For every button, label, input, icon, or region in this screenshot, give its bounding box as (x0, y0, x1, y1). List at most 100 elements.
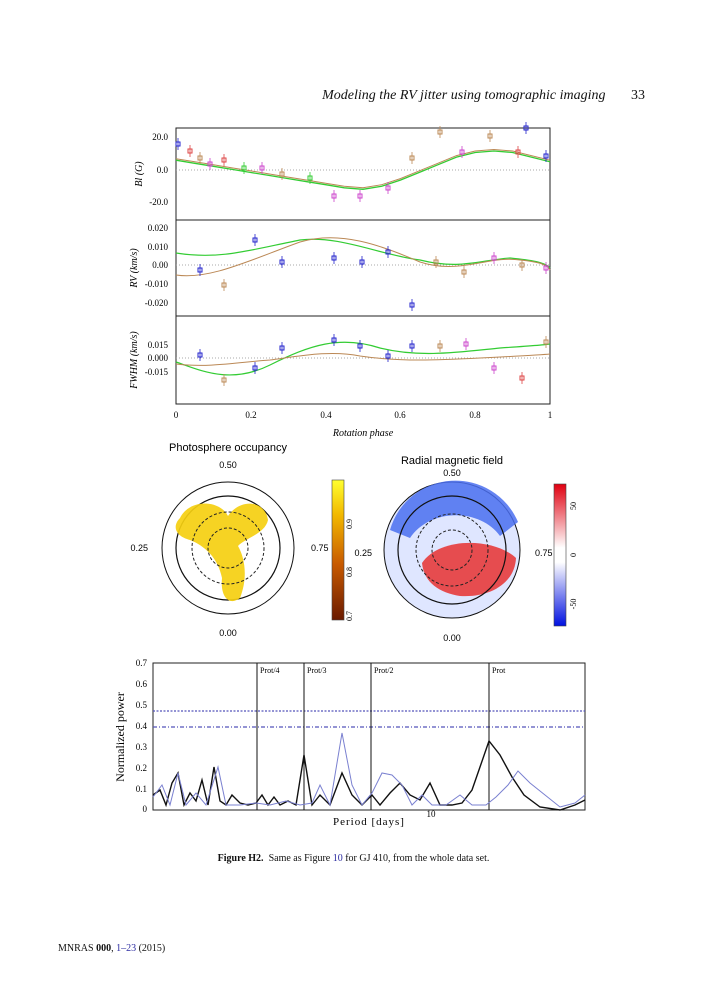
prot4-label: Prot/4 (260, 666, 280, 675)
power-tick: 0.6 (136, 679, 148, 689)
prot-label: Prot (492, 666, 506, 675)
magnetic-equator (397, 495, 507, 605)
data-point (307, 175, 313, 181)
prot3-label: Prot/3 (307, 666, 327, 675)
phase-tick: 0.8 (469, 410, 481, 420)
data-point (433, 259, 439, 265)
page-footer: MNRAS 000, 1–23 (2015) (58, 943, 165, 954)
data-point (515, 149, 521, 155)
data-point (543, 339, 549, 345)
rv-model-curve (175, 238, 551, 269)
data-point (197, 267, 203, 273)
occupancy-colorbar-tick: 0.7 (345, 611, 354, 621)
footer-separator: , (111, 943, 117, 954)
power-tick: 0.2 (136, 763, 147, 773)
magnetic-title: Radial magnetic field (401, 455, 503, 467)
data-point (519, 262, 525, 268)
data-point (252, 365, 258, 371)
data-point (197, 155, 203, 161)
data-point (409, 155, 415, 161)
occupancy-map: 0.50 0.25 0.75 0.00 (130, 460, 328, 638)
data-point (279, 345, 285, 351)
data-point (331, 193, 337, 199)
magnetic-phase-bottom: 0.00 (443, 633, 461, 643)
bl-model-curve (175, 150, 551, 190)
data-point (252, 237, 258, 243)
data-point (523, 125, 529, 131)
phase-tick: 0.6 (394, 410, 406, 420)
caption-label: Figure H2. (217, 853, 264, 864)
occupancy-phase-top: 0.50 (219, 460, 237, 470)
data-point (175, 141, 181, 147)
data-point (259, 165, 265, 171)
fwhm-ylabel: FWHM (km/s) (129, 331, 140, 390)
power-tick: 0.1 (136, 784, 147, 794)
data-point (197, 352, 203, 358)
magnetic-colorbar-tick: 0 (569, 553, 578, 557)
rv-tick: 0.010 (148, 242, 169, 252)
fwhm-model-curve (175, 341, 551, 376)
data-point (409, 302, 415, 308)
magnetic-map: 0.50 0.25 0.75 0.00 (354, 468, 552, 643)
occupancy-latitude (191, 511, 265, 585)
data-point (357, 193, 363, 199)
data-point (543, 265, 549, 271)
data-point (385, 185, 391, 191)
periodogram-frame (152, 662, 586, 811)
data-point (221, 377, 227, 383)
rv-ylabel: RV (km/s) (129, 248, 140, 289)
bl-ylabel: Bl (G) (134, 161, 145, 187)
occupancy-spots (175, 503, 268, 602)
occupancy-phase-left: 0.25 (130, 543, 148, 553)
periodogram: 0.7 0.6 0.5 0.4 0.3 0.2 0.1 0 Normalized… (113, 658, 586, 828)
data-point (187, 148, 193, 154)
phase-tick: 0 (174, 410, 179, 420)
occupancy-latitude (207, 527, 249, 569)
prot2-label: Prot/2 (374, 666, 394, 675)
data-point (409, 343, 415, 349)
power-tick: 0.5 (136, 700, 148, 710)
data-point (491, 255, 497, 261)
fwhm-model-curve (175, 352, 551, 366)
figure-ref-link[interactable]: 10 (332, 853, 343, 864)
period-xlabel: Period [days] (333, 816, 405, 828)
bl-tick: 0.0 (157, 165, 169, 175)
fwhm-panel-frame (175, 315, 551, 405)
phase-panels: 20.0 0.0 -20.0 0.020 0.010 0.00 -0.010 -… (129, 122, 553, 439)
phase-xlabel: Rotation phase (332, 428, 394, 439)
data-point (241, 165, 247, 171)
footer-year: (2015) (136, 943, 166, 954)
data-point (359, 259, 365, 265)
data-point (491, 365, 497, 371)
magnetic-phase-top: 0.50 (443, 468, 461, 478)
running-title: Modeling the RV jitter using tomographic… (322, 88, 606, 103)
phase-tick: 0.4 (320, 410, 332, 420)
rv-panel-frame (175, 219, 551, 317)
data-point (221, 282, 227, 288)
phase-tick: 0.2 (245, 410, 256, 420)
phase-tick: 1 (548, 410, 553, 420)
periodogram-curve-main (152, 739, 586, 811)
data-point (437, 343, 443, 349)
occupancy-title: Photosphere occupancy (169, 442, 288, 454)
periodogram-curve-secondary (152, 732, 586, 808)
data-point (459, 149, 465, 155)
data-point (437, 129, 443, 135)
data-point (357, 343, 363, 349)
observation-points (175, 122, 549, 386)
rv-tick: -0.020 (145, 298, 169, 308)
magnetic-phase-left: 0.25 (354, 548, 372, 558)
power-tick: 0.3 (136, 742, 148, 752)
bl-tick: 20.0 (152, 132, 168, 142)
magnetic-colorbar-tick: 50 (569, 502, 578, 510)
rv-tick: 0.020 (148, 223, 169, 233)
data-point (519, 375, 525, 381)
rv-tick: 0.00 (152, 260, 168, 270)
caption-text: Same as Figure (268, 853, 333, 864)
data-point (331, 337, 337, 343)
page-range-link[interactable]: 1–23 (116, 943, 137, 954)
journal-name: MNRAS (58, 943, 97, 954)
running-header: Modeling the RV jitter using tomographic… (322, 88, 645, 104)
magnetic-latitude (415, 513, 489, 587)
occupancy-colorbar-tick: 0.8 (345, 567, 354, 577)
